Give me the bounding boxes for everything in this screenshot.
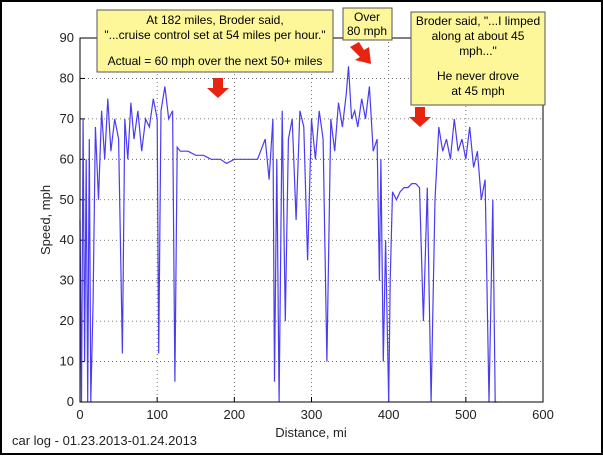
y-tick-label: 10 <box>60 354 74 369</box>
annotation-text: mph..." <box>459 44 497 58</box>
annotation-box <box>410 11 546 106</box>
x-tick-label: 600 <box>532 407 554 422</box>
y-tick-label: 20 <box>60 313 74 328</box>
annotation-box <box>96 9 334 73</box>
y-axis-label: Speed, mph <box>38 185 53 255</box>
annotation-text: at 45 mph <box>451 84 504 98</box>
arrow <box>409 107 431 127</box>
annotation-text: 80 mph <box>347 24 387 38</box>
annotation-text: "...cruise control set at 54 miles per h… <box>104 28 325 42</box>
annotation-text: along at about 45 <box>432 29 525 43</box>
x-tick-label: 200 <box>223 407 245 422</box>
x-axis-label: Distance, mi <box>275 425 347 440</box>
y-tick-label: 60 <box>60 151 74 166</box>
x-tick-label: 100 <box>146 407 168 422</box>
annotation-box <box>342 7 393 41</box>
y-tick-label: 40 <box>60 232 74 247</box>
data-line <box>79 66 497 403</box>
annotation-text: At 182 miles, Broder said, <box>146 13 283 27</box>
y-tick-label: 80 <box>60 70 74 85</box>
y-tick-label: 30 <box>60 273 74 288</box>
x-tick-label: 400 <box>378 407 400 422</box>
annotation-text: Broder said, "...I limped <box>416 14 540 28</box>
x-tick-label: 500 <box>455 407 477 422</box>
y-tick-label: 90 <box>60 30 74 45</box>
y-tick-label: 0 <box>67 394 74 409</box>
arrow <box>350 42 371 64</box>
annotation-text: Over <box>354 10 380 24</box>
annotation-text: Actual = 60 mph over the next 50+ miles <box>108 54 323 68</box>
arrow <box>207 78 229 98</box>
caption: car log - 01.23.2013-01.24.2013 <box>12 433 197 448</box>
x-tick-label: 300 <box>301 407 323 422</box>
y-tick-label: 70 <box>60 111 74 126</box>
annotation-text: He never drove <box>437 69 519 83</box>
x-tick-label: 0 <box>76 407 83 422</box>
y-tick-label: 50 <box>60 192 74 207</box>
